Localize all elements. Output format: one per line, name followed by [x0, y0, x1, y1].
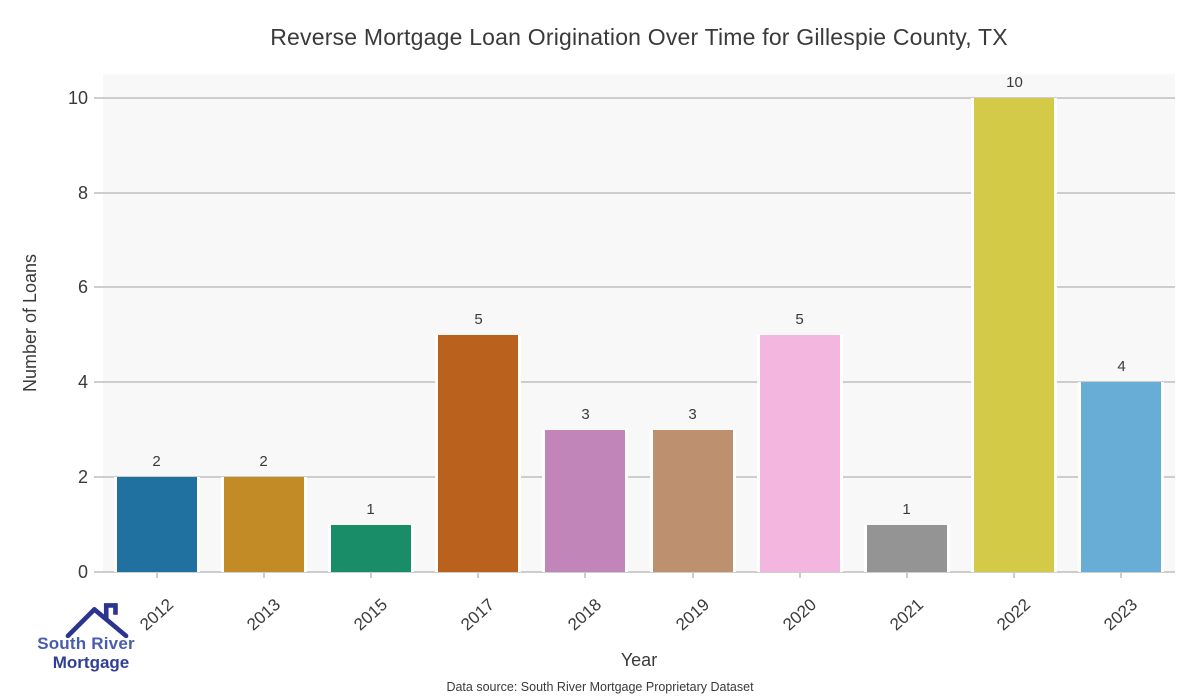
gridline-y-2: [103, 476, 1175, 478]
ytick-label-8: 8: [77, 183, 88, 203]
xtick-mark-2019: [692, 572, 694, 578]
bar-value-label-2021: 1: [902, 501, 911, 518]
xtick-mark-2012: [156, 572, 158, 578]
bar-2018: [542, 430, 628, 572]
bar-2013: [221, 477, 307, 572]
xtick-label-2019: 2019: [672, 594, 714, 635]
bar-value-label-2017: 5: [474, 311, 483, 328]
south-river-mortgage-logo: South River Mortgage: [22, 600, 150, 673]
house-roof-icon: [65, 603, 129, 639]
bar-value-label-2012: 2: [152, 453, 161, 470]
ytick-label-10: 10: [67, 88, 88, 108]
bar-value-label-2023: 4: [1117, 358, 1126, 375]
xtick-label-2013: 2013: [243, 594, 285, 635]
bar-value-label-2020: 5: [795, 311, 804, 328]
gridline-y-6: [103, 286, 1175, 288]
ytick-mark-4: [94, 381, 103, 383]
ytick-label-0: 0: [77, 562, 88, 582]
xtick-mark-2013: [263, 572, 265, 578]
bar-2022: [971, 98, 1057, 572]
xtick-label-2020: 2020: [779, 594, 821, 635]
ytick-mark-0: [94, 571, 103, 573]
bar-value-label-2018: 3: [581, 406, 590, 423]
plot-panel: 2 2 1 5 3 3 5 1 10 4: [103, 74, 1175, 573]
bar-value-label-2013: 2: [259, 453, 268, 470]
ytick-label-6: 6: [77, 277, 88, 297]
xtick-mark-2020: [799, 572, 801, 578]
xtick-label-2018: 2018: [564, 594, 606, 635]
bar-value-label-2019: 3: [688, 406, 697, 423]
chart-title: Reverse Mortgage Loan Origination Over T…: [270, 24, 1008, 50]
bar-2023: [1078, 382, 1164, 572]
bar-2015: [328, 525, 414, 572]
xtick-label-2017: 2017: [457, 594, 499, 635]
xtick-mark-2023: [1120, 572, 1122, 578]
gridline-y-4: [103, 381, 1175, 383]
bar-2017: [435, 335, 521, 572]
xtick-mark-2015: [370, 572, 372, 578]
data-source-note: Data source: South River Mortgage Propri…: [446, 680, 754, 694]
x-axis-title: Year: [620, 650, 658, 670]
ytick-mark-8: [94, 192, 103, 194]
gridline-y-8: [103, 192, 1175, 194]
logo-text-line2: Mortgage: [52, 653, 130, 672]
xtick-label-2023: 2023: [1100, 594, 1142, 635]
xtick-label-2021: 2021: [886, 594, 928, 635]
logo-text-line1: South River: [37, 634, 135, 653]
xtick-label-2015: 2015: [350, 594, 392, 635]
gridline-y-10: [103, 97, 1175, 99]
gridline-y-0: [103, 571, 1175, 573]
xtick-mark-2021: [906, 572, 908, 578]
xtick-label-2022: 2022: [993, 594, 1035, 635]
bar-value-label-2022: 10: [1006, 74, 1023, 91]
xtick-mark-2018: [584, 572, 586, 578]
bar-2020: [757, 335, 843, 572]
ytick-mark-6: [94, 286, 103, 288]
ytick-label-2: 2: [77, 467, 88, 487]
y-axis-title: Number of Loans: [20, 253, 40, 393]
xtick-mark-2017: [477, 572, 479, 578]
ytick-mark-2: [94, 476, 103, 478]
bar-2021: [864, 525, 950, 572]
ytick-label-4: 4: [77, 372, 88, 392]
ytick-mark-10: [94, 97, 103, 99]
bar-2012: [114, 477, 200, 572]
xtick-mark-2022: [1013, 572, 1015, 578]
bar-value-label-2015: 1: [366, 501, 375, 518]
bar-2019: [650, 430, 736, 572]
